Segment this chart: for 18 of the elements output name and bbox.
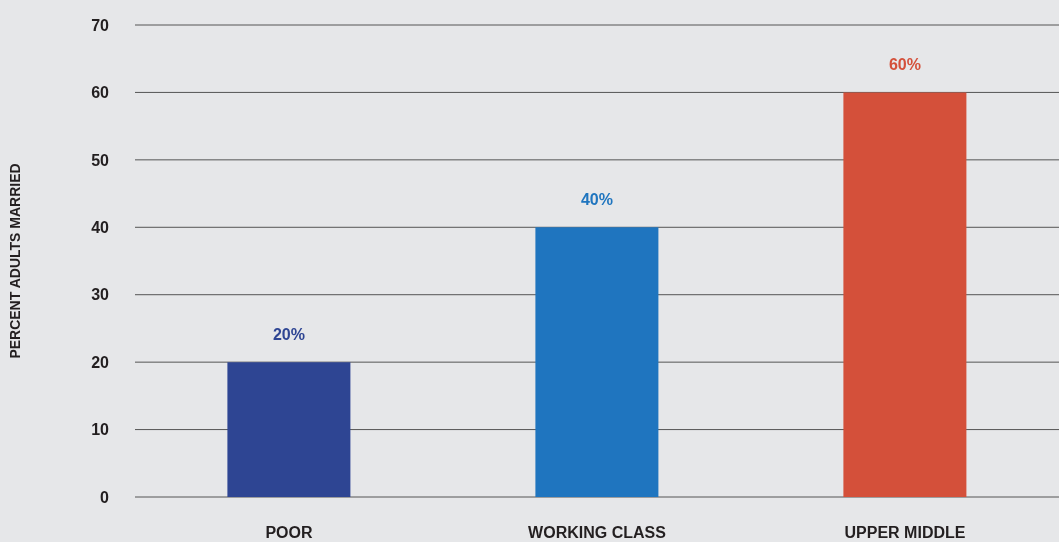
bar	[843, 92, 967, 497]
data-label: 60%	[888, 56, 921, 74]
data-label: 40%	[580, 191, 613, 209]
y-tick-label: 70	[91, 16, 110, 34]
y-tick-label: 0	[100, 488, 110, 506]
x-tick-label: UPPER MIDDLE	[844, 524, 966, 542]
y-tick-label: 40	[91, 218, 110, 236]
x-tick-label: POOR	[265, 524, 313, 542]
bar	[227, 362, 351, 497]
y-tick-label: 30	[91, 286, 110, 304]
data-label: 20%	[272, 326, 305, 344]
y-tick-label: 50	[91, 151, 110, 169]
y-axis-title: PERCENT ADULTS MARRIED	[6, 163, 23, 359]
y-tick-label: 10	[91, 421, 110, 439]
x-tick-label: WORKING CLASS	[528, 524, 667, 542]
y-tick-label: 20	[91, 353, 110, 371]
y-tick-label: 60	[91, 84, 110, 102]
bar	[535, 227, 659, 497]
